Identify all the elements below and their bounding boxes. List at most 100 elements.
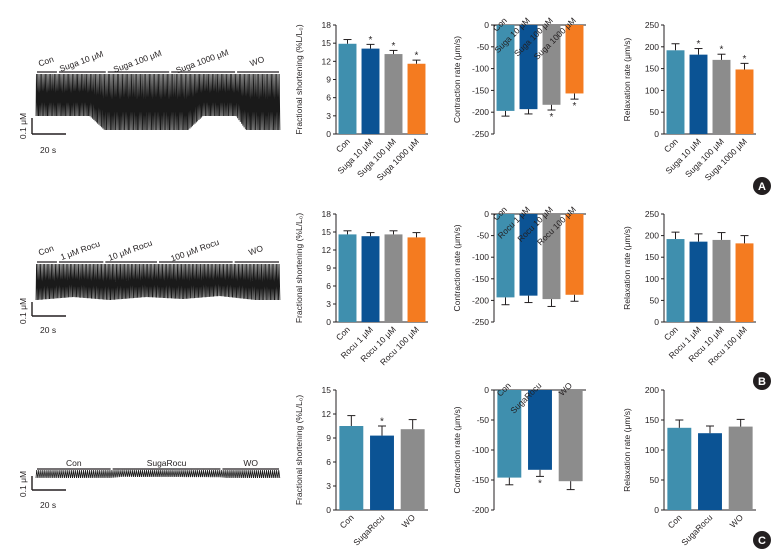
panel-letters-layer: A B C xyxy=(753,177,771,549)
y-tick-label: 3 xyxy=(326,111,331,121)
segment-label: Con xyxy=(66,458,82,468)
y-tick-label: 0 xyxy=(654,505,659,515)
y-tick-label: 100 xyxy=(645,85,659,95)
y-axis-label: Relaxation rate (μm/s) xyxy=(622,37,632,121)
y-tick-label: -50 xyxy=(477,415,490,425)
significance-marker: * xyxy=(392,41,396,52)
calcium-trace xyxy=(35,263,281,301)
calcium-trace xyxy=(35,73,281,131)
bar-3 xyxy=(542,25,561,105)
scale-label-concentration: 0.1 μM xyxy=(18,298,28,324)
y-tick-label: 15 xyxy=(322,38,332,48)
bar-3 xyxy=(712,59,731,134)
scale-label-concentration: 0.1 μM xyxy=(18,471,28,497)
y-tick-label: -100 xyxy=(472,445,489,455)
y-tick-label: 15 xyxy=(322,227,332,237)
segment-label: Con xyxy=(37,54,55,69)
x-category-label: Con xyxy=(662,136,680,154)
segment-label: WO xyxy=(243,458,258,468)
calcium-trace xyxy=(35,469,281,479)
bar-3 xyxy=(384,54,403,134)
panel-letter-text: C xyxy=(758,535,766,547)
y-tick-label: 150 xyxy=(645,64,659,74)
y-tick-label: 50 xyxy=(650,295,660,305)
segment-label: WO xyxy=(248,54,266,69)
scale-label-time: 20 s xyxy=(40,325,56,335)
bar-3 xyxy=(384,234,403,322)
y-axis-label: Fractional shortening (%L/L₀) xyxy=(294,213,304,323)
bar-2 xyxy=(689,54,708,135)
y-tick-label: -250 xyxy=(472,129,489,139)
panel-letter-text: B xyxy=(758,376,766,388)
y-tick-label: 0 xyxy=(484,20,489,30)
bar-2 xyxy=(528,390,552,470)
y-tick-label: -50 xyxy=(477,42,490,52)
bar-2 xyxy=(519,214,538,296)
x-category-label: WO xyxy=(728,512,746,530)
x-category-label: Con xyxy=(334,324,352,342)
significance-marker: * xyxy=(550,112,554,123)
y-tick-label: 100 xyxy=(645,274,659,284)
segment-label: Suga 1000 μM xyxy=(174,47,230,75)
y-tick-label: -200 xyxy=(472,505,489,515)
y-tick-label: 6 xyxy=(326,281,331,291)
panel-letter-B: B xyxy=(753,372,771,390)
y-tick-label: 200 xyxy=(645,231,659,241)
scale-label-concentration: 0.1 μM xyxy=(18,113,28,139)
panel-letter-badge xyxy=(753,531,771,549)
segment-label: WO xyxy=(247,243,265,258)
y-tick-label: 150 xyxy=(645,415,659,425)
segment-label: Con xyxy=(37,243,55,258)
bar-4 xyxy=(407,63,426,134)
y-tick-label: 0 xyxy=(484,385,489,395)
chart-B-relaxation: 0 50 100 150 200 250 Relaxation rate (μm/s) Con… xyxy=(622,209,756,367)
bar-4 xyxy=(565,25,584,94)
significance-marker: * xyxy=(538,478,542,489)
y-tick-label: 0 xyxy=(654,317,659,327)
bar-4 xyxy=(735,69,754,134)
bar-2 xyxy=(361,48,380,134)
bar-1 xyxy=(667,427,692,510)
y-axis-label: Relaxation rate (μm/s) xyxy=(622,408,632,492)
y-tick-label: -150 xyxy=(472,85,489,95)
bar-3 xyxy=(400,429,425,510)
bar-1 xyxy=(496,214,515,298)
y-axis-label: Contraction rate (μm/s) xyxy=(452,406,462,493)
segment-label: Suga 10 μM xyxy=(58,49,105,74)
panel-letter-A: A xyxy=(753,177,771,195)
y-tick-label: 3 xyxy=(326,299,331,309)
segment-label: 100 μM Rocu xyxy=(169,237,220,264)
bar-1 xyxy=(496,25,515,111)
y-tick-label: -100 xyxy=(472,64,489,74)
bar-3 xyxy=(712,239,731,322)
y-tick-label: 12 xyxy=(322,245,332,255)
y-tick-label: 9 xyxy=(326,433,331,443)
significance-marker: * xyxy=(573,101,577,112)
bar-1 xyxy=(338,43,357,135)
scale-label-time: 20 s xyxy=(40,500,56,510)
x-category-label: SugaRocu xyxy=(679,512,714,547)
bar-1 xyxy=(666,239,685,322)
panel-letter-badge xyxy=(753,177,771,195)
bar-3 xyxy=(728,426,753,510)
y-tick-label: -200 xyxy=(472,295,489,305)
y-tick-label: 200 xyxy=(645,42,659,52)
bar-2 xyxy=(698,433,722,510)
bar-2 xyxy=(361,236,380,322)
chart-A-shortening: 0 3 6 9 12 15 18 Fractional shortening (%L/L₀) C… xyxy=(294,20,428,183)
bar-1 xyxy=(338,234,357,322)
y-axis-label: Fractional shortening (%L/L₀) xyxy=(294,24,304,134)
segment-label: 1 μM Rocu xyxy=(59,238,101,262)
y-tick-label: 250 xyxy=(645,209,659,219)
bar-2 xyxy=(689,241,708,322)
y-tick-label: 0 xyxy=(326,317,331,327)
calcium-traces-layer: Con Suga 10 μM Suga 100 μM Suga 1000 μM WO0.… xyxy=(18,47,281,510)
bar-2 xyxy=(370,435,394,510)
y-tick-label: 18 xyxy=(322,20,332,30)
y-axis-label: Contraction rate (μm/s) xyxy=(452,224,462,311)
y-tick-label: 6 xyxy=(326,457,331,467)
y-tick-label: -150 xyxy=(472,475,489,485)
x-category-label: Con xyxy=(662,324,680,342)
significance-marker: * xyxy=(720,45,724,56)
